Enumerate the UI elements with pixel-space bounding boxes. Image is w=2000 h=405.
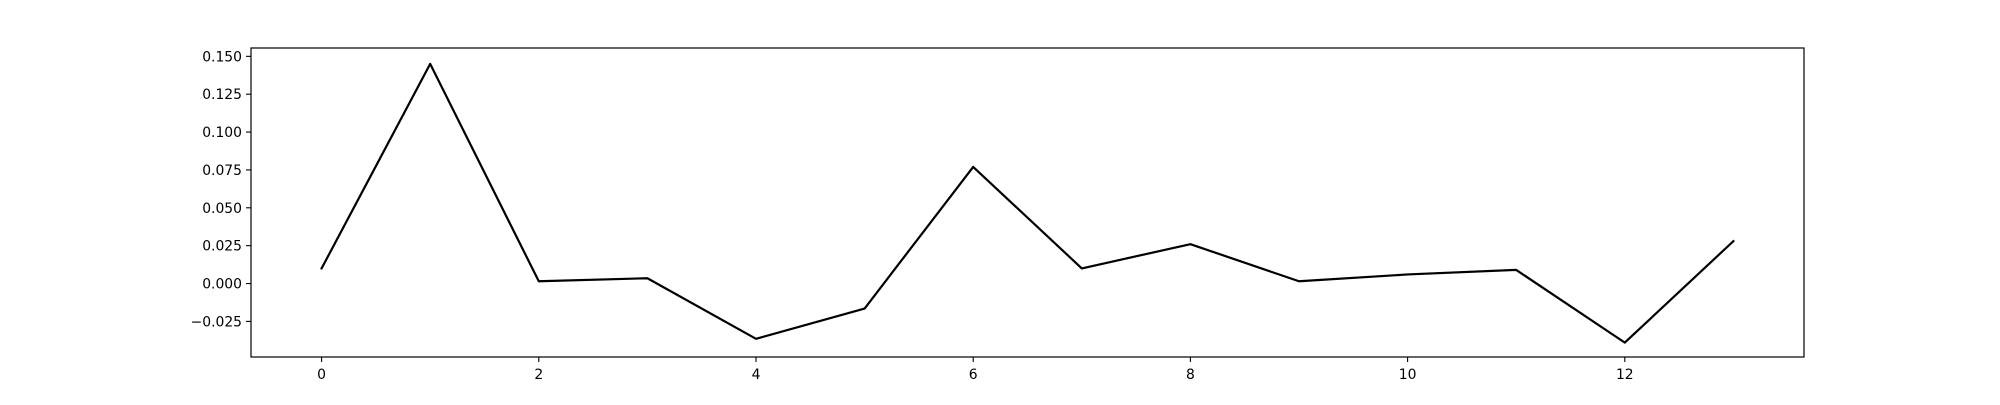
x-tick-label: 12 (1616, 367, 1634, 383)
y-tick-label: 0.000 (202, 277, 242, 293)
x-tick-label: 4 (752, 367, 761, 383)
series-line (320, 62, 1735, 344)
y-tick-label: 0.025 (202, 239, 242, 255)
axes-frame (250, 47, 1805, 358)
y-axis: −0.025 0.000 0.025 0.050 0.075 0.100 0.125 0.15… (191, 49, 251, 330)
y-tick-label: 0.050 (202, 201, 242, 217)
x-tick-label: 8 (1186, 367, 1195, 383)
y-tick-label: 0.075 (202, 163, 242, 179)
plot-area (320, 62, 1735, 344)
y-tick-label: 0.150 (202, 49, 242, 65)
x-tick-label: 6 (969, 367, 978, 383)
x-tick-label: 0 (317, 367, 326, 383)
y-tick-label: 0.125 (202, 87, 242, 103)
x-tick-label: 2 (534, 367, 543, 383)
y-tick-label: 0.100 (202, 125, 242, 141)
x-tick-label: 10 (1399, 367, 1417, 383)
x-axis: 0 2 4 6 8 10 12 (317, 357, 1634, 383)
y-tick-label: −0.025 (191, 314, 242, 330)
